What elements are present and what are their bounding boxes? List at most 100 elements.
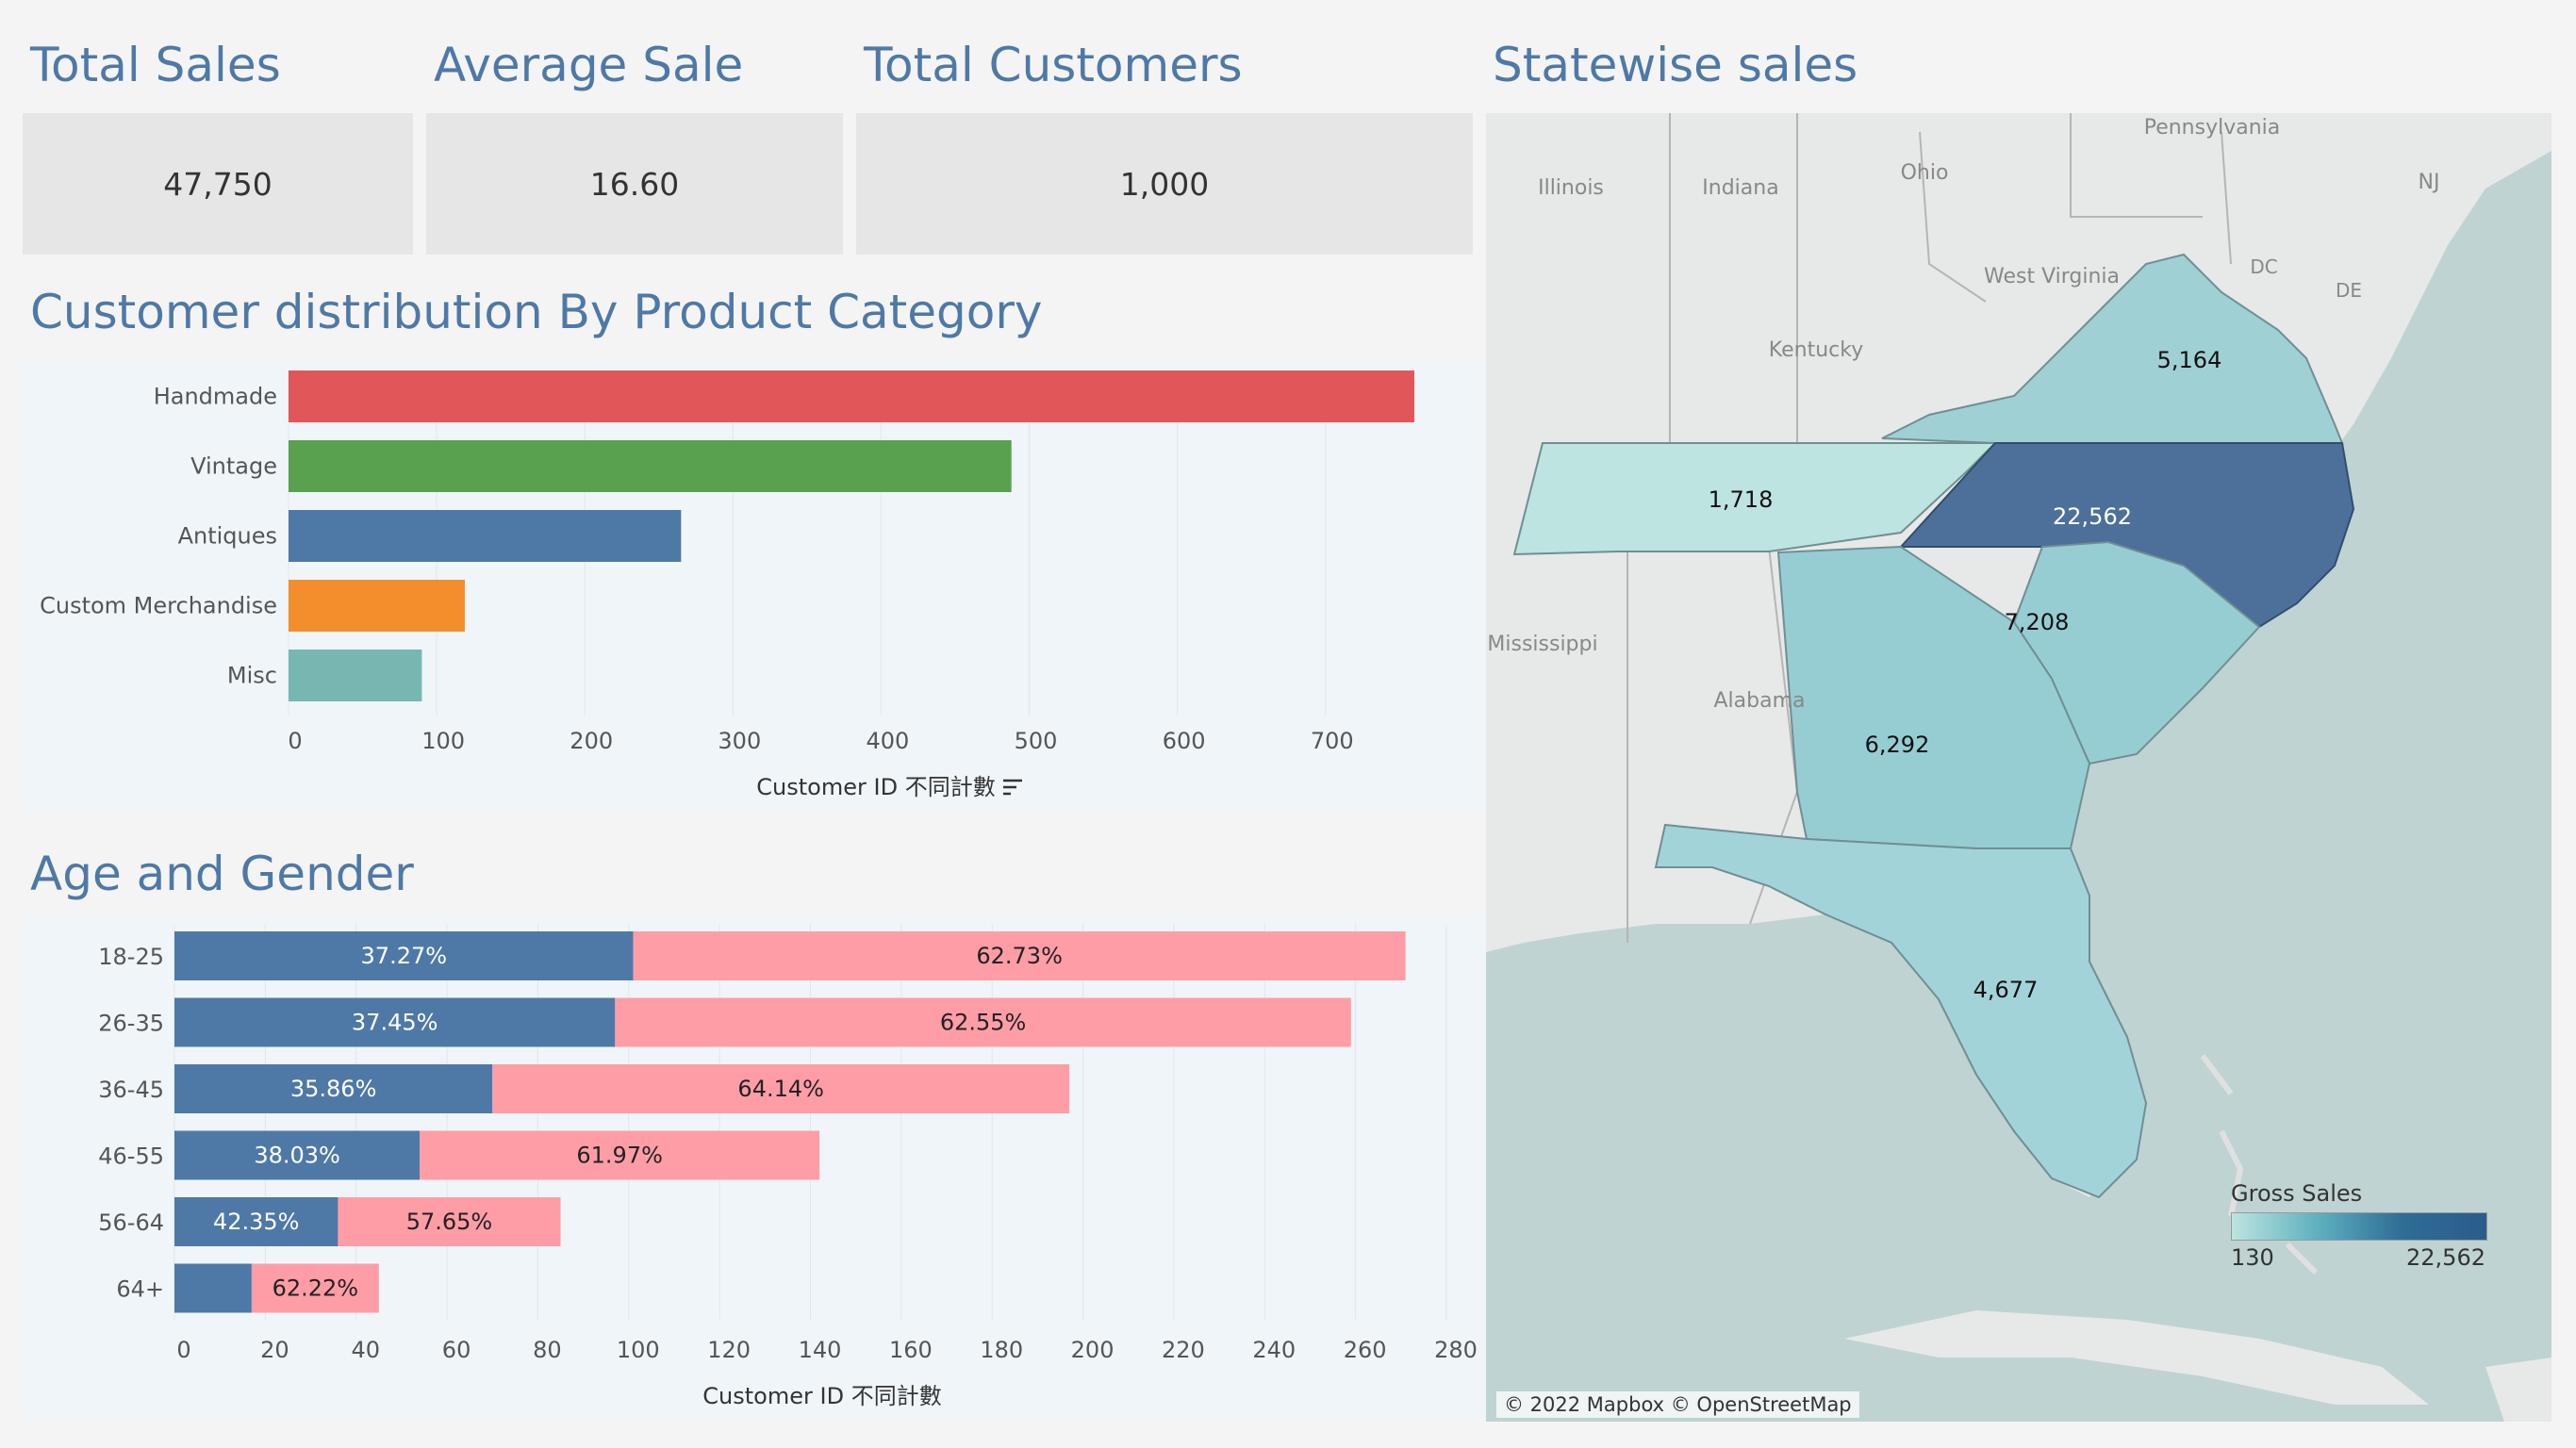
age-label: 26-35	[98, 1011, 164, 1037]
label-nj: NJ	[2419, 171, 2440, 194]
total-sales-value: 47,750	[163, 165, 272, 203]
cat-x-tick: 100	[421, 728, 465, 754]
value-virginia: 5,164	[2157, 347, 2222, 373]
cat-bar[interactable]	[289, 440, 1012, 492]
age-bar-blue[interactable]	[174, 931, 634, 980]
age-x-tick: 140	[799, 1337, 842, 1363]
age-bar-pink[interactable]	[615, 997, 1351, 1047]
value-tennessee: 1,718	[1709, 486, 1774, 513]
map-svg[interactable]: Illinois Indiana Ohio Pennsylvania NJ We…	[1486, 113, 2551, 1422]
value-north-carolina: 22,562	[2053, 503, 2132, 530]
age-x-tick: 160	[889, 1337, 933, 1363]
label-alabama: Alabama	[1713, 689, 1805, 713]
average-sale-title: Average Sale	[434, 38, 744, 92]
label-illinois: Illinois	[1538, 176, 1604, 200]
age-pink-label: 62.55%	[940, 1010, 1027, 1036]
cat-bar[interactable]	[289, 580, 465, 632]
cat-x-tick: 0	[288, 728, 302, 754]
cat-x-tick: 700	[1311, 728, 1354, 754]
average-sale-card[interactable]: 16.60	[426, 113, 843, 255]
label-west-virginia: West Virginia	[1984, 265, 2120, 288]
age-bar-pink[interactable]	[420, 1130, 820, 1180]
age-bar-blue[interactable]	[174, 1197, 339, 1246]
cat-x-tick: 600	[1163, 728, 1206, 754]
map-attribution[interactable]: © 2022 Mapbox © OpenStreetMap	[1496, 1391, 1859, 1418]
label-kentucky: Kentucky	[1769, 338, 1863, 362]
age-bar-blue[interactable]	[174, 1263, 252, 1313]
age-x-tick: 100	[617, 1337, 660, 1363]
age-label: 56-64	[98, 1209, 164, 1236]
gross-sales-legend: Gross Sales 130 22,562	[2231, 1180, 2495, 1271]
cat-label: Vintage	[190, 453, 277, 480]
average-sale-value: 16.60	[589, 165, 680, 203]
sort-icon[interactable]	[1003, 779, 1022, 796]
age-x-tick: 240	[1252, 1337, 1296, 1363]
statewise-map[interactable]: Illinois Indiana Ohio Pennsylvania NJ We…	[1486, 113, 2551, 1422]
state-georgia	[1776, 545, 2091, 849]
state-florida	[1654, 823, 2148, 1199]
category-bar-chart[interactable]: 0 100 200 300 400 500 600 700 Handmade Vintage Ant…	[23, 362, 1486, 813]
age-blue-label: 38.03%	[254, 1143, 340, 1169]
age-blue-label: 37.27%	[361, 943, 448, 969]
total-customers-card[interactable]: 1,000	[856, 113, 1473, 255]
legend-title: Gross Sales	[2231, 1180, 2363, 1207]
label-indiana: Indiana	[1702, 176, 1778, 200]
label-mississippi: Mississippi	[1487, 633, 1597, 656]
age-pink-label: 62.22%	[272, 1275, 359, 1302]
total-customers-title: Total Customers	[864, 38, 1243, 92]
age-label: 64+	[116, 1276, 164, 1303]
cat-bar[interactable]	[289, 650, 422, 701]
age-label: 36-45	[98, 1077, 164, 1103]
age-bar-blue[interactable]	[174, 1064, 493, 1113]
label-ohio: Ohio	[1901, 161, 1949, 185]
total-sales-title: Total Sales	[30, 38, 281, 92]
age-bar-blue[interactable]	[174, 997, 616, 1047]
map-title: Statewise sales	[1493, 38, 1858, 92]
age-bar-blue[interactable]	[174, 1130, 421, 1180]
cat-bar[interactable]	[289, 370, 1414, 422]
cat-bar[interactable]	[289, 510, 682, 562]
age-bar-pink[interactable]	[633, 931, 1406, 980]
age-pink-label: 62.73%	[976, 943, 1063, 969]
age-x-tick: 60	[442, 1337, 471, 1363]
hispaniola	[2485, 1358, 2551, 1422]
age-x-tick: 40	[351, 1337, 380, 1363]
age-pink-label: 57.65%	[406, 1209, 493, 1235]
age-x-axis-label: Customer ID 不同計數	[702, 1383, 941, 1409]
age-x-tick: 180	[980, 1337, 1023, 1363]
cat-label: Misc	[227, 663, 277, 689]
cat-x-tick: 400	[867, 728, 910, 754]
age-x-tick: 0	[176, 1337, 190, 1363]
total-sales-card[interactable]: 47,750	[23, 113, 413, 255]
cat-x-tick: 300	[718, 728, 761, 754]
legend-gradient	[2231, 1212, 2487, 1241]
age-pink-label: 64.14%	[737, 1076, 824, 1102]
value-florida: 4,677	[1973, 977, 2039, 1003]
age-label: 46-55	[98, 1144, 164, 1170]
cat-x-tick: 500	[1015, 728, 1058, 754]
age-x-tick: 200	[1071, 1337, 1115, 1363]
age-bar-pink[interactable]	[251, 1263, 379, 1313]
legend-max: 22,562	[2406, 1244, 2485, 1271]
age-x-tick: 20	[260, 1337, 289, 1363]
label-de: DE	[2336, 279, 2362, 302]
label-dc: DC	[2250, 255, 2277, 278]
value-south-carolina: 7,208	[2005, 609, 2070, 635]
category-chart-panel: 0 100 200 300 400 500 600 700 Handmade Vintage Ant…	[23, 362, 1486, 813]
label-pennsylvania: Pennsylvania	[2144, 116, 2281, 140]
age-chart-title: Age and Gender	[30, 847, 414, 901]
age-pink-label: 61.97%	[576, 1143, 663, 1169]
cat-label: Handmade	[154, 384, 277, 410]
bahamas	[2200, 1054, 2319, 1275]
age-x-tick: 280	[1434, 1337, 1478, 1363]
age-blue-label: 35.86%	[290, 1076, 377, 1102]
age-label: 18-25	[98, 944, 164, 970]
age-bar-pink[interactable]	[338, 1197, 561, 1246]
age-x-tick: 80	[533, 1337, 562, 1363]
age-blue-label: 42.35%	[213, 1209, 300, 1235]
cat-label: Antiques	[178, 523, 277, 550]
cat-x-tick: 200	[570, 728, 613, 754]
age-gender-stacked-chart[interactable]: 0 20 40 60 80 100 120 140 160 180 200 220 240 260 280 1…	[23, 914, 1486, 1422]
age-bar-pink[interactable]	[492, 1064, 1070, 1113]
cat-x-axis-label: Customer ID 不同計數	[756, 774, 995, 800]
